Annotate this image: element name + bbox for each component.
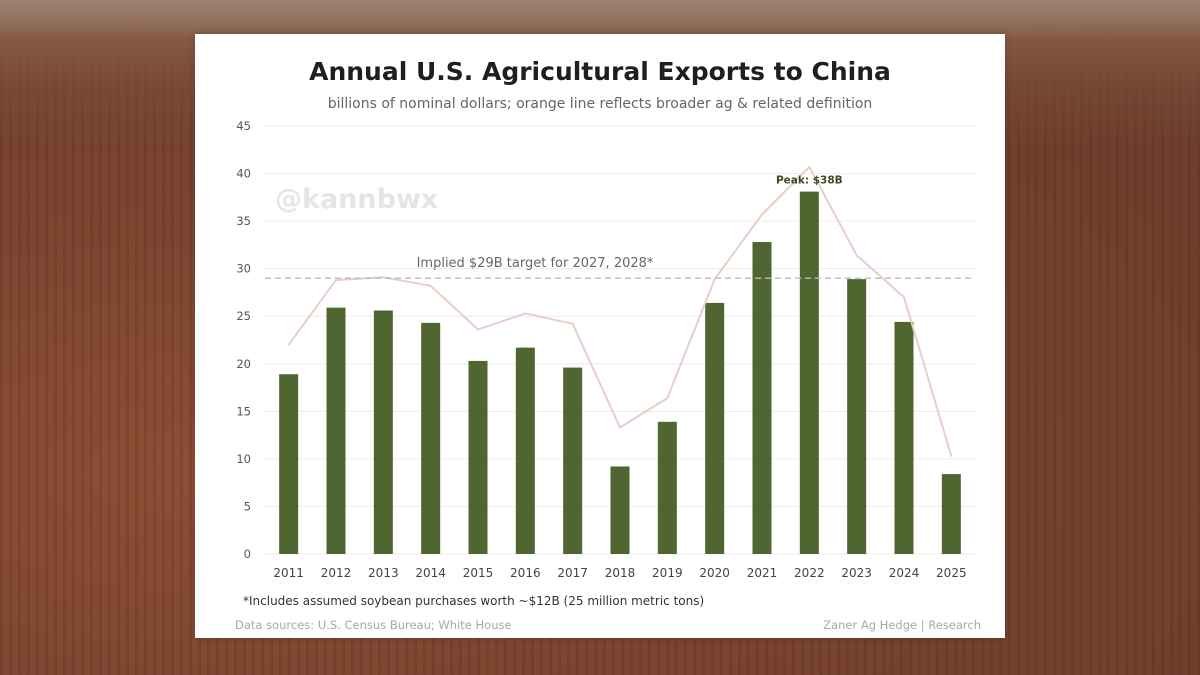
bar-2021 [752,242,772,554]
line-point-2012 [335,279,337,281]
credit: Zaner Ag Hedge | Research [823,618,981,632]
line-series [287,165,953,457]
y-tick-label: 25 [236,309,251,323]
bar-2020 [705,302,725,554]
watermark: @kannbwx [275,184,439,215]
y-tick-label: 10 [236,452,251,466]
target-line-group: Implied $29B target for 2027, 2028* [265,256,975,279]
bar-series [279,191,961,555]
footnote: *Includes assumed soybean purchases wort… [243,594,705,608]
x-tick-label: 2024 [889,566,920,580]
background-top-band [0,0,1200,40]
bar-2024 [894,321,914,554]
line-point-2021 [761,213,763,216]
line-point-2015 [477,328,479,331]
bar-2013 [373,310,393,554]
y-tick-label: 45 [236,119,251,133]
line-point-2024 [903,296,905,299]
y-tick-label: 0 [244,547,251,561]
line-point-2013 [382,276,385,279]
y-tick-label: 30 [236,262,251,276]
peak-annotation: Peak: $38B [776,175,843,187]
x-axis-ticks: 2011 2012 2013 2014 2015 2016 2017 2018 2019 2020… [273,566,966,580]
x-tick-label: 2025 [936,566,967,580]
line-point-2017 [571,323,574,325]
line-point-2016 [524,312,527,315]
chart-title: Annual U.S. Agricultural Exports to Chin… [309,57,891,86]
line-point-2023 [855,254,858,257]
bar-2011 [279,374,299,554]
y-tick-label: 15 [236,404,251,418]
bar-2022 [799,191,819,555]
bar-2014 [421,322,441,554]
x-tick-label: 2023 [841,566,872,580]
y-tick-label: 5 [244,499,251,513]
bar-2015 [468,360,488,554]
y-tick-label: 40 [236,167,251,181]
bar-2019 [657,421,677,554]
bar-2018 [610,466,630,554]
x-tick-label: 2021 [747,566,778,580]
bar-2016 [515,347,535,554]
x-tick-label: 2012 [321,566,352,580]
bar-2023 [847,279,867,554]
x-tick-label: 2011 [273,566,304,580]
bar-2012 [326,307,346,554]
y-tick-label: 20 [236,357,251,371]
line-point-2022 [808,166,811,168]
target-line-label: Implied $29B target for 2027, 2028* [417,256,654,271]
line-point-2014 [429,284,432,287]
x-tick-label: 2016 [510,566,541,580]
x-tick-label: 2013 [368,566,399,580]
x-tick-label: 2015 [463,566,494,580]
data-source: Data sources: U.S. Census Bureau; White … [235,618,512,632]
bar-2017 [563,367,583,554]
annotations: Peak: $38B [776,175,843,187]
line-point-2025 [950,455,953,457]
x-tick-label: 2018 [605,566,636,580]
chart-subtitle: billions of nominal dollars; orange line… [327,96,873,112]
line-point-2011 [287,343,290,346]
line-point-2019 [666,397,669,399]
line-point-2018 [619,426,621,429]
x-tick-label: 2014 [415,566,446,580]
x-tick-label: 2022 [794,566,825,580]
x-tick-label: 2020 [699,566,730,580]
bar-2025 [941,474,961,554]
chart-card: Annual U.S. Agricultural Exports to Chin… [195,34,1005,638]
x-tick-label: 2019 [652,566,683,580]
y-axis-ticks: 0 5 10 15 20 25 30 35 40 45 [236,119,251,561]
x-tick-label: 2017 [557,566,588,580]
y-tick-label: 35 [236,214,251,228]
